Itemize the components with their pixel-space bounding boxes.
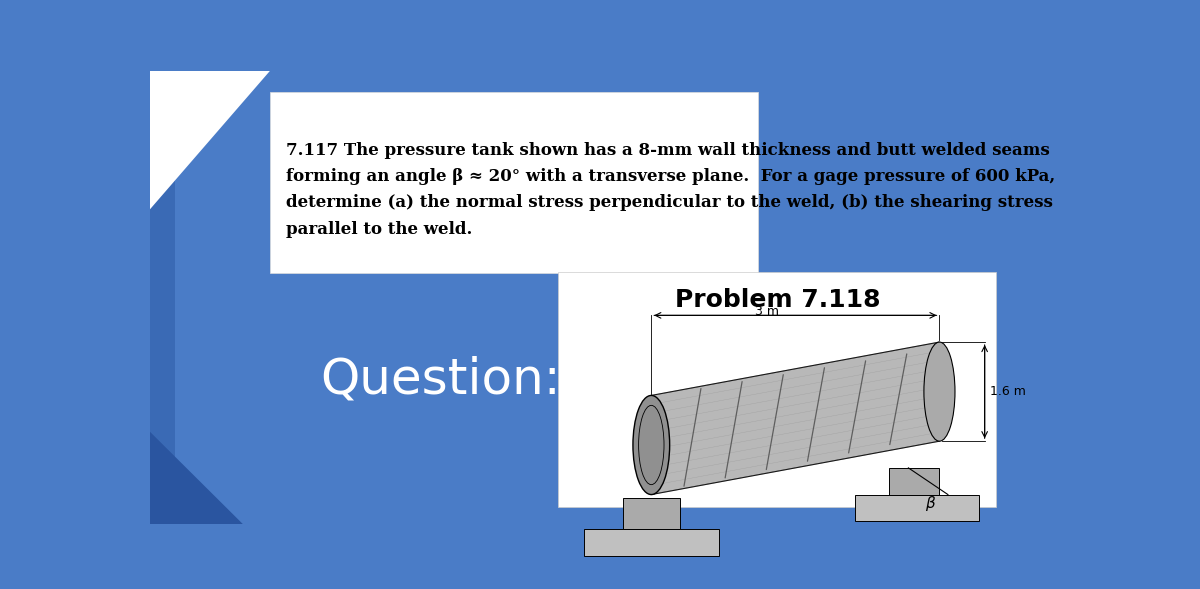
Bar <box>558 273 996 507</box>
Text: 7.117 The pressure tank shown has a 8-mm wall thickness and butt welded seams
fo: 7.117 The pressure tank shown has a 8-mm… <box>286 143 1055 237</box>
Text: 1.6 m: 1.6 m <box>990 385 1026 398</box>
Polygon shape <box>150 71 270 209</box>
Polygon shape <box>854 495 979 521</box>
Bar <box>150 71 175 524</box>
Bar <box>270 92 758 273</box>
Ellipse shape <box>924 342 955 441</box>
Polygon shape <box>623 498 679 529</box>
Polygon shape <box>888 468 940 495</box>
Polygon shape <box>150 432 242 524</box>
Text: β: β <box>925 497 935 511</box>
Text: 3 m: 3 m <box>755 306 779 319</box>
Polygon shape <box>652 342 940 495</box>
Text: Problem 7.118: Problem 7.118 <box>674 288 880 312</box>
Text: Question:: Question: <box>320 356 562 403</box>
Polygon shape <box>583 529 719 555</box>
Ellipse shape <box>632 395 670 495</box>
